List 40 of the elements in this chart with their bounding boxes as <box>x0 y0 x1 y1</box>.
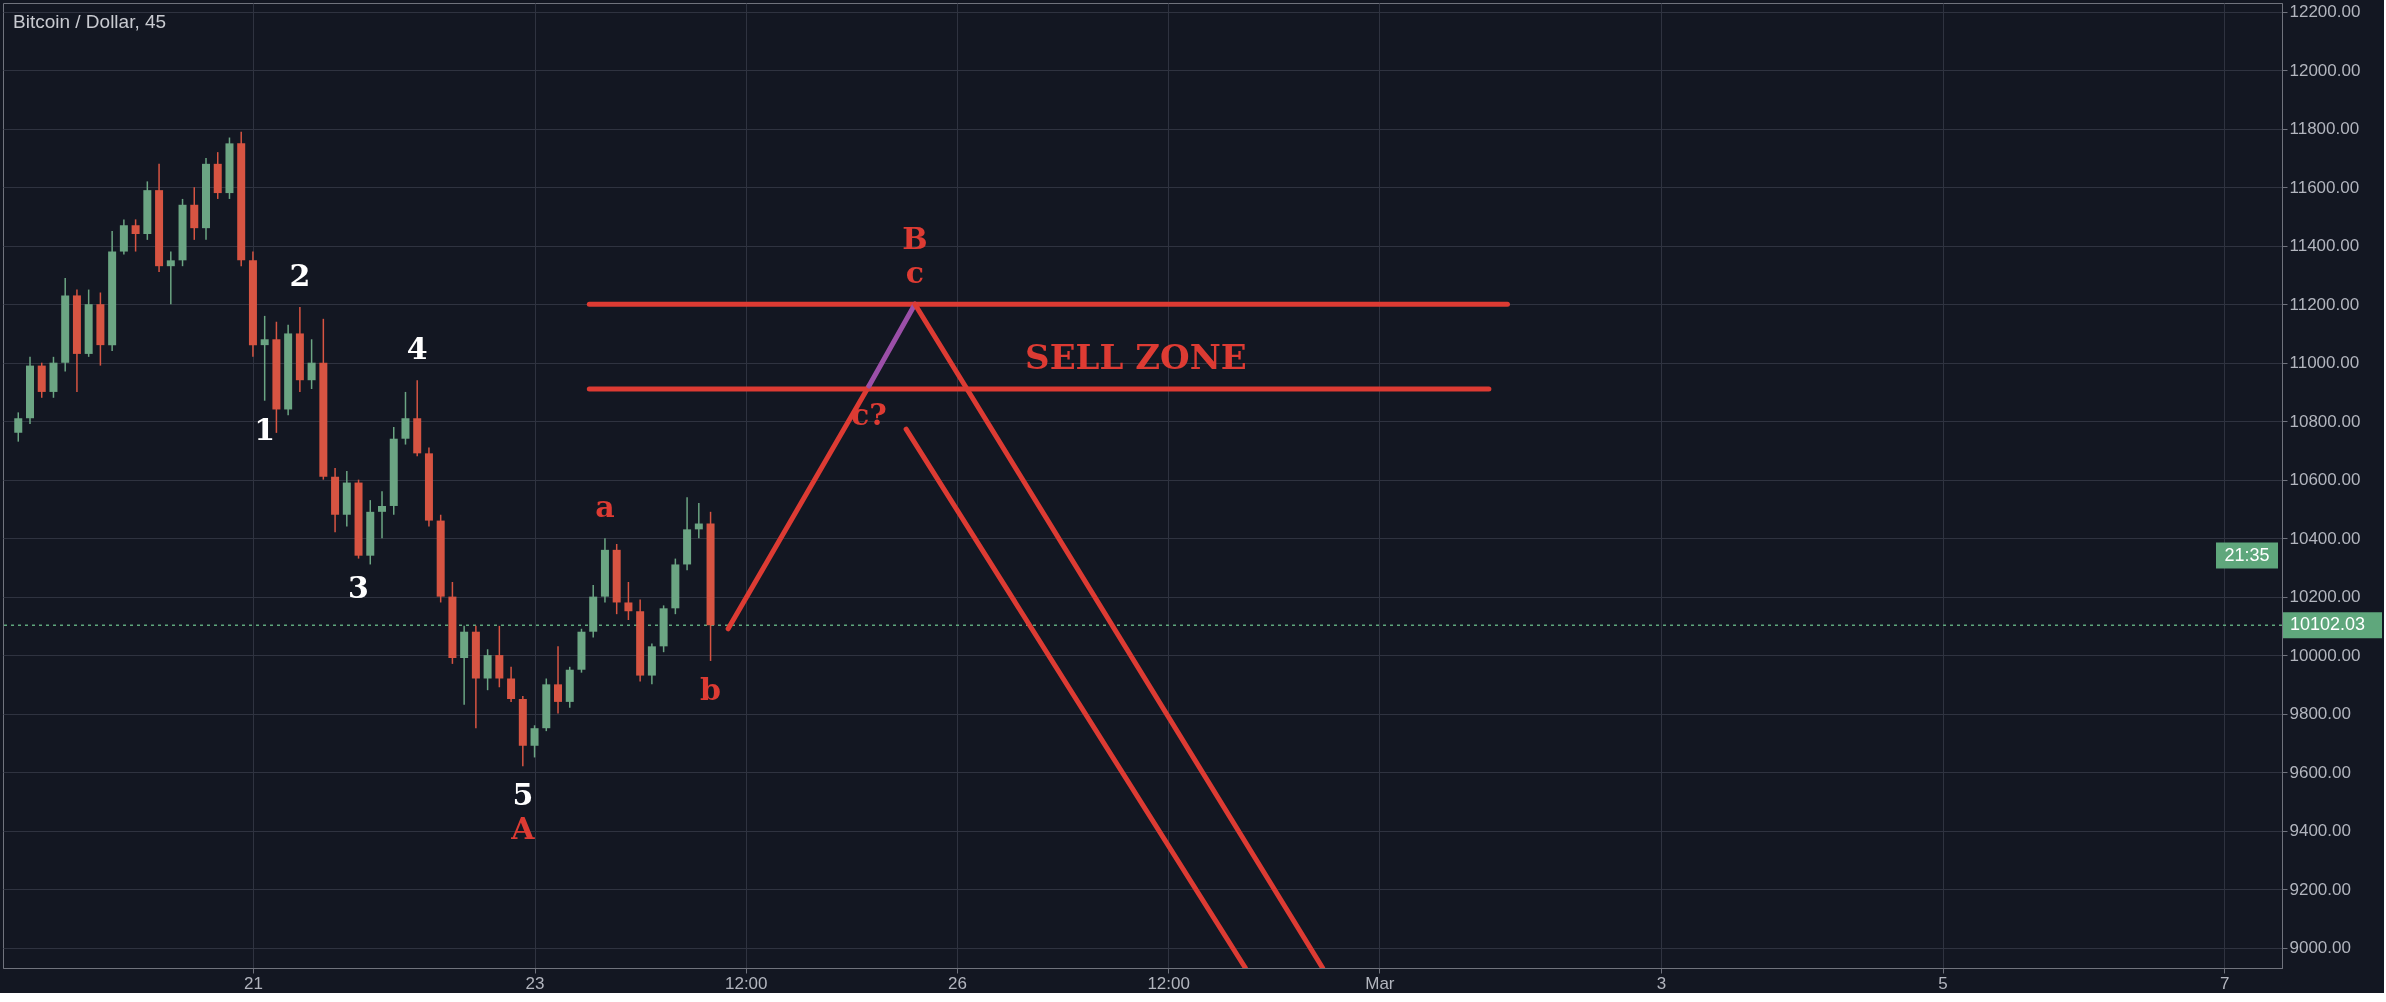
annotation: 1 <box>254 411 276 447</box>
annotation: 5 <box>512 777 534 813</box>
x-tick-label: 12:00 <box>1147 973 1190 993</box>
y-tick-label: 11000.00 <box>2289 353 2360 373</box>
x-tick-label: Mar <box>1365 973 1395 993</box>
y-tick-label: 10200.00 <box>2289 587 2361 607</box>
annotation: c <box>905 255 925 291</box>
annotation: 3 <box>348 569 369 605</box>
y-tick-label: 9600.00 <box>2289 762 2351 782</box>
annotation: SELL ZONE <box>1025 337 1247 377</box>
y-tick-label: 9000.00 <box>2289 938 2351 958</box>
annotation: A <box>510 811 536 847</box>
x-tick-label: 21 <box>243 973 263 993</box>
y-tick-label: 11600.00 <box>2289 177 2360 197</box>
chart-title: Bitcoin / Dollar, 45 <box>13 11 167 32</box>
y-tick-label: 10800.00 <box>2289 411 2361 431</box>
x-tick-label: 5 <box>1938 973 1948 993</box>
x-tick-label: 23 <box>525 973 545 993</box>
y-tick-label: 11400.00 <box>2289 236 2360 256</box>
y-tick-label: 9800.00 <box>2289 704 2351 724</box>
y-tick-label: 11800.00 <box>2289 119 2360 139</box>
y-tick-label: 12000.00 <box>2289 60 2361 80</box>
y-tick-label: 10000.00 <box>2289 645 2361 665</box>
annotation: 21:35 <box>2224 544 2270 565</box>
x-tick-label: 7 <box>2219 973 2230 993</box>
annotation: 2 <box>289 258 311 294</box>
y-tick-label: 12200.00 <box>2289 2 2361 22</box>
annotation: 4 <box>406 331 428 367</box>
annotation: a <box>595 489 615 525</box>
y-tick-label: 9200.00 <box>2289 879 2351 899</box>
y-tick-label: 10400.00 <box>2289 528 2361 548</box>
y-tick-label: 10600.00 <box>2289 470 2361 490</box>
x-tick-label: 26 <box>948 973 967 993</box>
y-tick-label: 9400.00 <box>2289 821 2351 841</box>
ref-line-label: 10102.03 <box>2290 614 2366 635</box>
x-tick-label: 3 <box>1656 973 1667 993</box>
annotation: B <box>902 221 928 257</box>
x-tick-label: 12:00 <box>724 973 768 993</box>
annotation: b <box>700 671 722 707</box>
y-tick-label: 11200.00 <box>2289 294 2360 314</box>
